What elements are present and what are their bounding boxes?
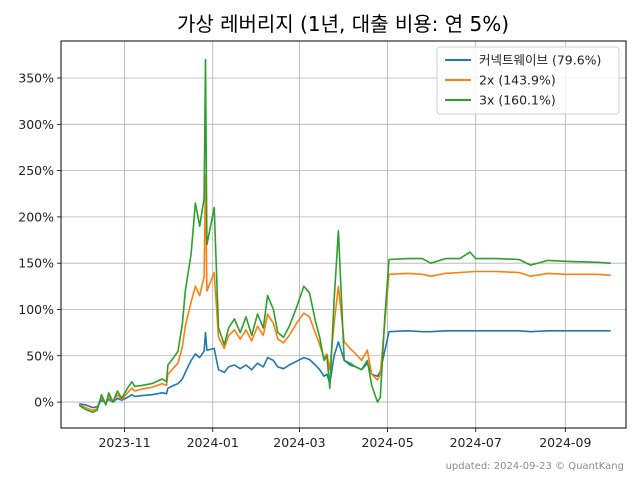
- series-line-2: [79, 174, 611, 412]
- y-tick-label: 100%: [18, 302, 54, 317]
- footer-note: updated: 2024-09-23 © QuantKang: [446, 461, 624, 472]
- series-line-1: [79, 329, 611, 409]
- x-tick-label: 2024-03: [273, 435, 325, 450]
- plot-frame: [60, 40, 627, 429]
- y-tick-label: 50%: [26, 348, 54, 363]
- x-axis: 2023-11 2024-01 2024-03 2024-05 2024-07 2024-…: [98, 428, 591, 450]
- x-tick-label: 2023-11: [98, 435, 150, 450]
- series-group: [79, 58, 611, 414]
- legend-box: [436, 46, 620, 115]
- x-tick-label: 2024-09: [539, 435, 591, 450]
- y-tick-label: 150%: [18, 256, 54, 271]
- y-tick-label: 250%: [18, 163, 54, 178]
- legend-label: 3x (160.1%): [479, 93, 556, 108]
- y-tick-label: 200%: [18, 209, 54, 224]
- x-tick-label: 2024-05: [361, 435, 413, 450]
- y-axis: 0% 50% 100% 150% 200% 250% 300% 350%: [18, 71, 61, 410]
- y-tick-label: 300%: [18, 117, 54, 132]
- x-tick-label: 2024-07: [450, 435, 502, 450]
- grid: [61, 41, 626, 428]
- legend: 커넥트웨이브 (79.6%) 2x (143.9%) 3x (160.1%): [436, 46, 620, 115]
- legend-label: 2x (143.9%): [479, 73, 556, 88]
- legend-label: 커넥트웨이브 (79.6%): [479, 53, 601, 68]
- series-line-3: [79, 58, 611, 414]
- x-tick-label: 2024-01: [187, 435, 239, 450]
- chart-title: 가상 레버리지 (1년, 대출 비용: 연 5%): [177, 12, 509, 36]
- y-tick-label: 350%: [18, 71, 54, 86]
- y-tick-label: 0%: [34, 395, 54, 410]
